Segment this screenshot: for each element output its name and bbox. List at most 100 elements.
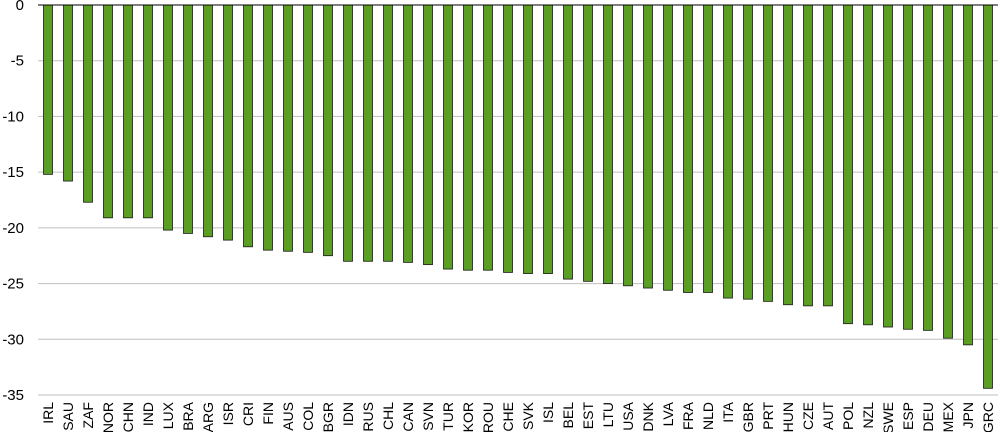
bar-fin xyxy=(263,4,273,251)
bar-irl xyxy=(43,4,53,175)
x-axis: IRL SAU ZAF NOR CHN IND LUX BRA ARG ISR CRI FIN AUS C… xyxy=(38,4,998,432)
x-tick-label: IDN xyxy=(340,402,356,426)
bar-bel xyxy=(563,4,573,280)
x-tick-label: AUT xyxy=(820,402,836,430)
bar-idn xyxy=(343,4,353,262)
bar-prt xyxy=(763,4,773,302)
bar-tur xyxy=(443,4,453,270)
bar-bra xyxy=(183,4,193,234)
x-tick-label: ARG xyxy=(200,402,216,432)
bar-can xyxy=(403,4,413,263)
bar-nor xyxy=(103,4,113,219)
y-tick-label: -5 xyxy=(11,53,24,70)
x-tick-label: CRI xyxy=(240,402,256,426)
x-tick-label: TUR xyxy=(440,402,456,431)
bar-sau xyxy=(63,4,73,182)
bar-col xyxy=(303,4,313,253)
gridlines xyxy=(38,60,998,396)
bar-mex xyxy=(943,4,953,339)
bar-swe xyxy=(883,4,893,328)
y-axis: 0 -5 -10 -15 -20 -25 -30 -35 xyxy=(2,0,24,404)
bar-ltu xyxy=(603,4,613,284)
bar-lux xyxy=(163,4,173,231)
bar-cri xyxy=(243,4,253,248)
y-tick-label: -35 xyxy=(2,387,24,404)
x-tick-label: CHE xyxy=(500,402,516,432)
bar-esp xyxy=(903,4,913,330)
y-tick-label: -20 xyxy=(2,220,24,237)
x-tick-label: CAN xyxy=(400,402,416,432)
x-tick-label: JPN xyxy=(960,402,976,428)
bar-fra xyxy=(683,4,693,293)
bar-ita xyxy=(723,4,733,299)
x-tick-label: HUN xyxy=(780,402,796,432)
x-tick-label: ISL xyxy=(540,402,556,423)
bar-rou xyxy=(483,4,493,271)
x-tick-label: BEL xyxy=(560,402,576,429)
x-tick-label: CHL xyxy=(380,402,396,430)
x-tick-label: POL xyxy=(840,402,856,430)
bar-usa xyxy=(623,4,633,287)
x-tick-label: BRA xyxy=(180,401,196,430)
bar-arg xyxy=(203,4,213,238)
y-tick-label: -30 xyxy=(2,331,24,348)
bar-isl xyxy=(543,4,553,274)
bar-nld xyxy=(703,4,713,293)
bar-nzl xyxy=(863,4,873,326)
x-tick-label: SVN xyxy=(420,402,436,431)
x-tick-label: GBR xyxy=(740,402,756,432)
x-tick-label: ITA xyxy=(720,401,736,422)
x-tick-label: LTU xyxy=(600,402,616,427)
x-tick-label: NOR xyxy=(100,402,116,432)
bar-zaf xyxy=(83,4,93,203)
x-tick-label: NLD xyxy=(700,402,716,430)
x-tick-label: CZE xyxy=(800,402,816,430)
bar-jpn xyxy=(963,4,973,346)
x-tick-label: IRL xyxy=(40,402,56,424)
x-tick-label: RUS xyxy=(360,402,376,432)
bars xyxy=(43,4,993,389)
bar-svk xyxy=(523,4,533,274)
x-tick-label: ROU xyxy=(480,402,496,432)
x-tick-label: AUS xyxy=(280,402,296,431)
bar-grc xyxy=(983,4,993,389)
y-tick-label: -25 xyxy=(2,276,24,293)
x-tick-label: USA xyxy=(620,401,636,430)
x-tick-label: SAU xyxy=(60,402,76,431)
x-tick-label: ZAF xyxy=(80,402,96,428)
x-tick-label: GRC xyxy=(980,402,996,432)
bar-lva xyxy=(663,4,673,291)
x-tick-label: CHN xyxy=(120,402,136,432)
bar-che xyxy=(503,4,513,273)
x-tick-label: SVK xyxy=(520,401,536,430)
y-tick-label: -10 xyxy=(2,108,24,125)
bar-ind xyxy=(143,4,153,219)
x-tick-label: LVA xyxy=(660,401,676,426)
bar-pol xyxy=(843,4,853,325)
x-tick-label: FRA xyxy=(680,401,696,430)
bar-kor xyxy=(463,4,473,271)
bar-gbr xyxy=(743,4,753,300)
y-tick-label: 0 xyxy=(16,0,24,14)
bar-chl xyxy=(383,4,393,262)
x-tick-label: KOR xyxy=(460,402,476,432)
x-tick-label: LUX xyxy=(160,401,176,429)
bar-aut xyxy=(823,4,833,307)
x-tick-label: NZL xyxy=(860,402,876,429)
x-tick-label: COL xyxy=(300,402,316,431)
x-tick-label: IND xyxy=(140,402,156,426)
x-tick-label: SWE xyxy=(880,402,896,432)
bar-hun xyxy=(783,4,793,306)
x-tick-label: FIN xyxy=(260,402,276,425)
y-tick-label: -15 xyxy=(2,164,24,181)
bar-dnk xyxy=(643,4,653,289)
bar-deu xyxy=(923,4,933,331)
x-tick-label: EST xyxy=(580,402,596,430)
bar-chn xyxy=(123,4,133,219)
x-tick-label: ISR xyxy=(220,402,236,425)
x-tick-label: DNK xyxy=(640,401,656,431)
x-tick-label: MEX xyxy=(940,401,956,432)
bar-bgr xyxy=(323,4,333,257)
x-tick-label: ESP xyxy=(900,402,916,430)
